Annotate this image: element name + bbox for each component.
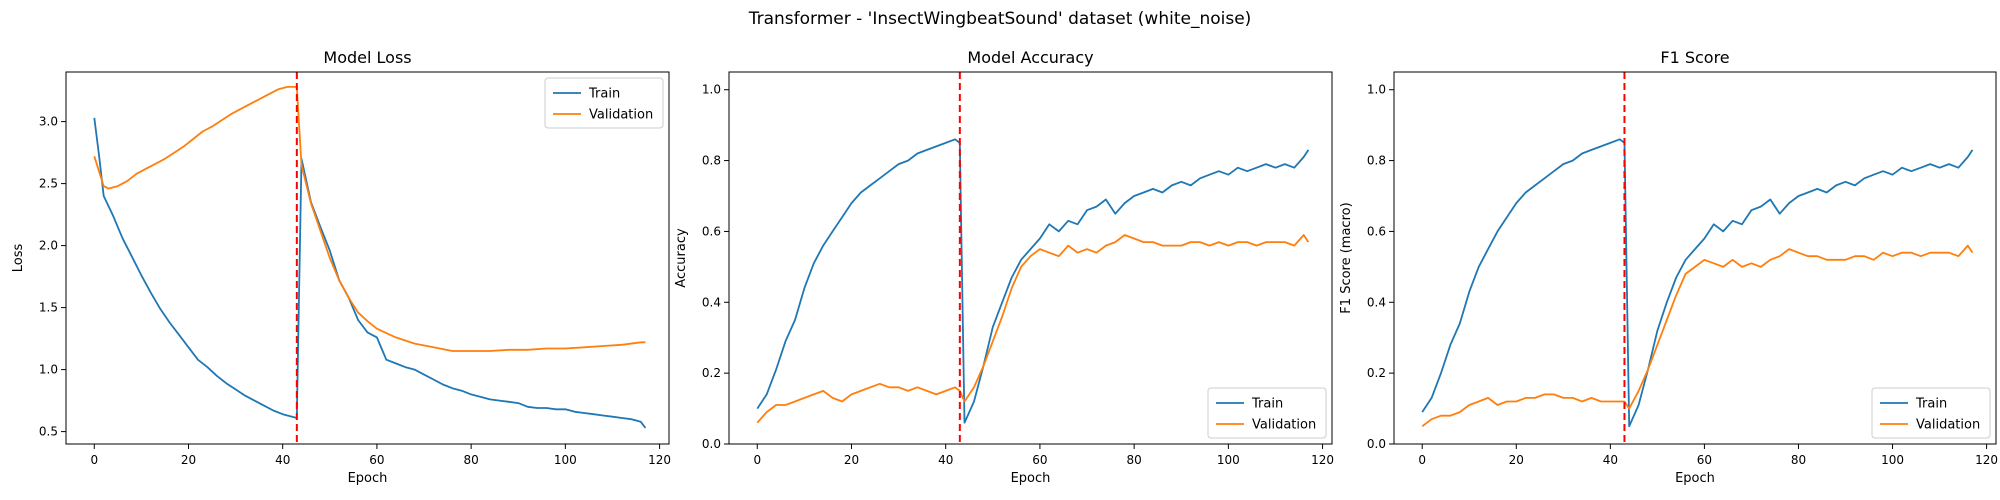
chart-2-xtick-label: 40 — [1603, 453, 1618, 467]
chart-0-ytick-label: 0.5 — [39, 425, 58, 439]
chart-2-xlabel: Epoch — [1675, 471, 1715, 486]
chart-0-xlabel: Epoch — [348, 471, 388, 486]
chart-0-series-train-line — [93, 117, 647, 429]
chart-2-ytick-label: 0.4 — [1367, 295, 1386, 309]
chart-0-ytick-label: 3.0 — [39, 115, 58, 129]
chart-1-legend: Train Validation — [1207, 387, 1327, 439]
chart-1-ytick-label: 0.0 — [702, 437, 721, 451]
chart-2-ytick-label: 0.6 — [1367, 224, 1386, 238]
chart-2-ytick-label: 0.2 — [1367, 366, 1386, 380]
chart-1-legend-box — [1207, 387, 1327, 439]
figure-title: Transformer - 'InsectWingbeatSound' data… — [748, 9, 1252, 29]
panel-f1: F1 Score 0 20 40 60 80 100 120 0.0 0.2 0.4 0.6 0.8 1.… — [1339, 48, 1998, 486]
chart-1-legend-label-train: Train — [1251, 397, 1283, 412]
chart-0-ytick-label: 2.0 — [39, 239, 58, 253]
chart-0-xtick-label: 120 — [648, 453, 671, 467]
chart-0-xtick-label: 80 — [464, 453, 479, 467]
chart-0-data — [93, 86, 647, 429]
chart-1-ytick-label: 0.4 — [702, 295, 721, 309]
chart-1-xtick-label: 20 — [844, 453, 859, 467]
chart-2-ytick-label: 0.8 — [1367, 154, 1386, 168]
chart-1-ylabel: Accuracy — [674, 228, 689, 288]
chart-2-data — [1421, 138, 1974, 428]
chart-2-ylabel: F1 Score (macro) — [1339, 202, 1354, 313]
chart-1-series-train-line — [756, 138, 1310, 424]
chart-0-xtick-label: 20 — [181, 453, 196, 467]
chart-0-ytick-label: 1.0 — [39, 363, 58, 377]
chart-0-ylabel: Loss — [11, 244, 26, 273]
chart-0-legend-label-validation: Validation — [589, 108, 653, 123]
chart-2-title: F1 Score — [1660, 48, 1729, 67]
chart-2-ytick-label: 0.0 — [1367, 437, 1386, 451]
chart-0-title: Model Loss — [323, 48, 411, 67]
chart-0-frame — [65, 71, 670, 445]
panel-loss: Model Loss 0 20 40 60 80 100 120 0.5 1.0 1.5 2.0 2.5… — [11, 48, 671, 486]
chart-0-xtick-label: 0 — [90, 453, 98, 467]
chart-2-xtick-label: 0 — [1418, 453, 1426, 467]
chart-2-legend-box — [1871, 387, 1991, 439]
chart-1-xtick-label: 0 — [753, 453, 761, 467]
chart-1-xtick-label: 40 — [938, 453, 953, 467]
chart-1-ytick-label: 0.2 — [702, 366, 721, 380]
chart-2-frame — [1393, 71, 1997, 445]
chart-0-xtick-label: 40 — [275, 453, 290, 467]
chart-2-legend-label-validation: Validation — [1916, 418, 1980, 433]
chart-1-ytick-label: 1.0 — [702, 83, 721, 97]
chart-2-ytick-label: 1.0 — [1367, 83, 1386, 97]
chart-1-series-validation-line — [756, 234, 1310, 424]
chart-2-xtick-label: 100 — [1881, 453, 1904, 467]
chart-1-legend-label-validation: Validation — [1252, 418, 1316, 433]
chart-0-ytick-label: 2.5 — [39, 177, 58, 191]
chart-2-xtick-label: 80 — [1791, 453, 1806, 467]
chart-0-legend: Train Validation — [544, 77, 664, 129]
chart-1-xtick-label: 60 — [1032, 453, 1047, 467]
chart-2-xtick-label: 20 — [1509, 453, 1524, 467]
chart-2-legend-label-train: Train — [1915, 397, 1947, 412]
chart-1-ytick-label: 0.8 — [702, 154, 721, 168]
chart-0-series-validation-line — [93, 86, 646, 352]
chart-1-ytick-label: 0.6 — [702, 224, 721, 238]
chart-2-legend: Train Validation — [1871, 387, 1991, 439]
chart-1-data — [756, 138, 1310, 424]
chart-0-ytick-label: 1.5 — [39, 301, 58, 315]
chart-2-series-validation-line — [1421, 244, 1974, 428]
chart-0-legend-box — [544, 77, 664, 129]
chart-2-series-train-line — [1421, 138, 1974, 428]
chart-1-xtick-label: 80 — [1127, 453, 1142, 467]
chart-1-frame — [728, 71, 1333, 445]
chart-2-xtick-label: 60 — [1697, 453, 1712, 467]
chart-0-legend-label-train: Train — [588, 87, 620, 102]
chart-1-xlabel: Epoch — [1011, 471, 1051, 486]
chart-1-title: Model Accuracy — [967, 48, 1093, 67]
chart-1-xtick-label: 100 — [1217, 453, 1240, 467]
panel-accuracy: Model Accuracy 0 20 40 60 80 100 120 0.0 0.2 0.4 0.… — [674, 48, 1334, 486]
chart-1-xtick-label: 120 — [1311, 453, 1334, 467]
chart-0-xtick-label: 100 — [554, 453, 577, 467]
chart-2-xtick-label: 120 — [1975, 453, 1998, 467]
chart-0-xtick-label: 60 — [369, 453, 384, 467]
